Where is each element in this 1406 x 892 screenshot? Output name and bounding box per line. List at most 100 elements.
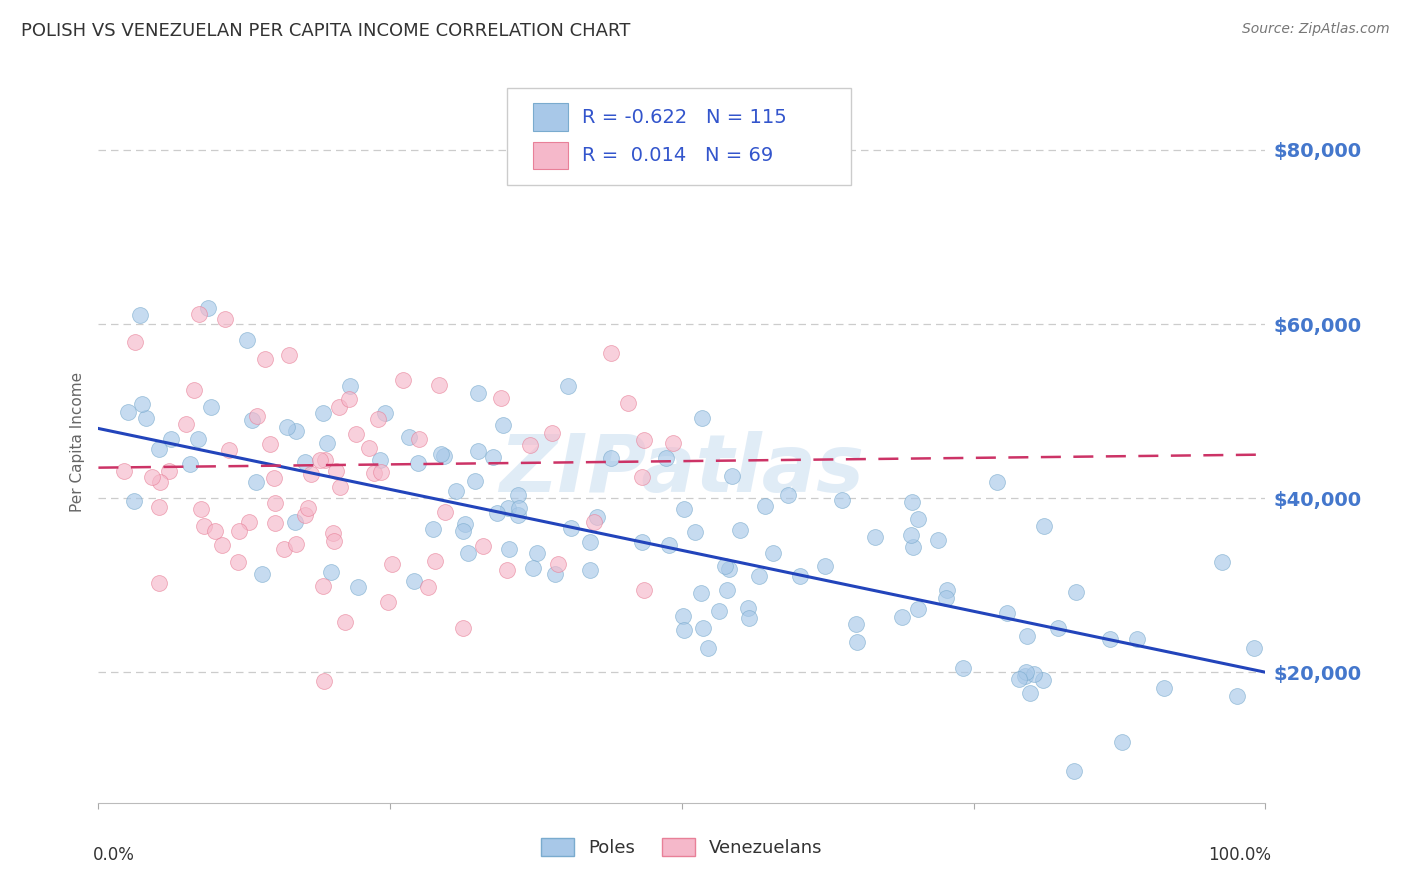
Point — [321, 565, 343, 579]
Point — [560, 521, 582, 535]
Text: Source: ZipAtlas.com: Source: ZipAtlas.com — [1241, 22, 1389, 37]
Point — [728, 524, 751, 538]
Point — [284, 537, 307, 551]
Text: R = -0.622   N = 115: R = -0.622 N = 115 — [582, 108, 786, 127]
Point — [363, 467, 385, 481]
Point — [718, 562, 741, 576]
Point — [890, 610, 912, 624]
Point — [312, 579, 335, 593]
Point — [259, 437, 281, 451]
Point — [582, 515, 605, 529]
Point — [467, 386, 489, 401]
Point — [314, 452, 336, 467]
Point — [692, 621, 714, 635]
Point — [900, 527, 922, 541]
Point — [927, 533, 949, 548]
Point — [720, 468, 742, 483]
Point — [374, 406, 396, 420]
Point — [1126, 632, 1149, 646]
Y-axis label: Per Capita Income: Per Capita Income — [69, 371, 84, 512]
Point — [506, 488, 529, 502]
Point — [228, 524, 250, 538]
Point — [339, 379, 361, 393]
Point — [297, 501, 319, 516]
Point — [482, 450, 505, 464]
Point — [344, 427, 367, 442]
Point — [690, 410, 713, 425]
Point — [737, 601, 759, 615]
Text: R =  0.014   N = 69: R = 0.014 N = 69 — [582, 146, 773, 165]
Point — [451, 524, 474, 538]
Point — [430, 447, 453, 461]
Point — [845, 634, 868, 648]
Point — [522, 561, 544, 575]
Point — [683, 524, 706, 539]
Point — [245, 475, 267, 489]
Point — [214, 312, 236, 326]
Point — [122, 494, 145, 508]
Point — [141, 470, 163, 484]
Point — [325, 464, 347, 478]
Point — [235, 333, 257, 347]
Point — [131, 397, 153, 411]
Point — [1008, 673, 1031, 687]
Point — [183, 383, 205, 397]
Point — [508, 501, 530, 516]
Point — [347, 580, 370, 594]
Point — [658, 538, 681, 552]
Point — [427, 378, 450, 392]
Point — [631, 470, 654, 484]
Point — [434, 505, 457, 519]
Point — [586, 510, 609, 524]
Point — [149, 475, 172, 489]
Point — [935, 582, 957, 597]
Point — [368, 453, 391, 467]
Point — [264, 496, 287, 510]
Point — [672, 623, 695, 637]
Point — [579, 534, 602, 549]
Point — [333, 615, 356, 629]
Point — [408, 456, 430, 470]
Point — [630, 534, 652, 549]
Point — [754, 499, 776, 513]
Point — [135, 411, 157, 425]
Point — [453, 516, 475, 531]
Point — [789, 568, 811, 582]
Point — [1243, 641, 1265, 656]
Point — [433, 449, 456, 463]
Point — [444, 484, 467, 499]
Point — [935, 591, 957, 605]
Point — [633, 583, 655, 598]
Point — [496, 563, 519, 577]
Point — [492, 417, 515, 432]
Point — [1226, 689, 1249, 703]
Point — [1022, 667, 1045, 681]
Point — [579, 563, 602, 577]
Point — [367, 411, 389, 425]
Point — [655, 450, 678, 465]
Point — [1211, 555, 1233, 569]
Point — [200, 401, 222, 415]
Point — [299, 467, 322, 482]
Point — [845, 617, 868, 632]
Point — [283, 515, 305, 529]
Point — [294, 455, 316, 469]
Point — [544, 566, 567, 581]
Point — [738, 611, 761, 625]
Point — [1153, 681, 1175, 695]
Point — [716, 583, 738, 598]
Point — [498, 541, 520, 556]
Point — [1063, 764, 1085, 778]
Point — [748, 569, 770, 583]
Point — [903, 540, 925, 554]
Point — [273, 542, 295, 557]
Point — [1014, 668, 1036, 682]
Point — [762, 546, 785, 560]
Point — [672, 609, 695, 624]
Text: 0.0%: 0.0% — [93, 847, 135, 864]
Point — [1064, 585, 1087, 599]
Point — [863, 531, 886, 545]
Point — [117, 405, 139, 419]
Point — [312, 406, 335, 420]
Point — [907, 602, 929, 616]
